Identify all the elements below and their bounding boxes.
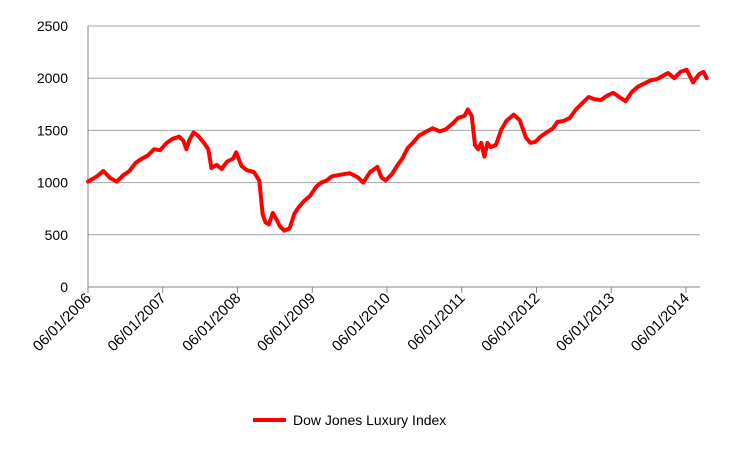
y-tick-label: 2000 (37, 70, 68, 86)
legend-label: Dow Jones Luxury Index (293, 412, 446, 428)
axes (87, 26, 700, 293)
legend: Dow Jones Luxury Index (253, 412, 446, 428)
y-tick-label: 2500 (37, 18, 68, 34)
x-tick-label: 06/01/2007 (104, 290, 169, 355)
x-tick-label: 06/01/2014 (628, 290, 693, 355)
y-tick-label: 0 (60, 279, 68, 295)
x-tick-label: 06/01/2006 (30, 290, 95, 355)
x-tick-label: 06/01/2009 (254, 290, 319, 355)
x-tick-label: 06/01/2013 (553, 290, 618, 355)
x-tick-label: 06/01/2008 (179, 290, 244, 355)
x-tick-label: 06/01/2010 (329, 290, 394, 355)
y-tick-label: 1500 (37, 122, 68, 138)
y-tick-label: 1000 (37, 175, 68, 191)
x-tick-label: 06/01/2012 (478, 290, 543, 355)
gridlines (88, 25, 700, 236)
y-tick-label: 500 (45, 227, 69, 243)
x-tick-labels: 06/01/2006 06/01/2007 06/01/2008 06/01/2009… (30, 290, 693, 355)
x-tick-label: 06/01/2011 (404, 290, 468, 354)
y-tick-labels: 0 500 1000 1500 2000 2500 (37, 18, 68, 295)
series-line (86, 67, 709, 233)
series-layer (86, 67, 709, 233)
